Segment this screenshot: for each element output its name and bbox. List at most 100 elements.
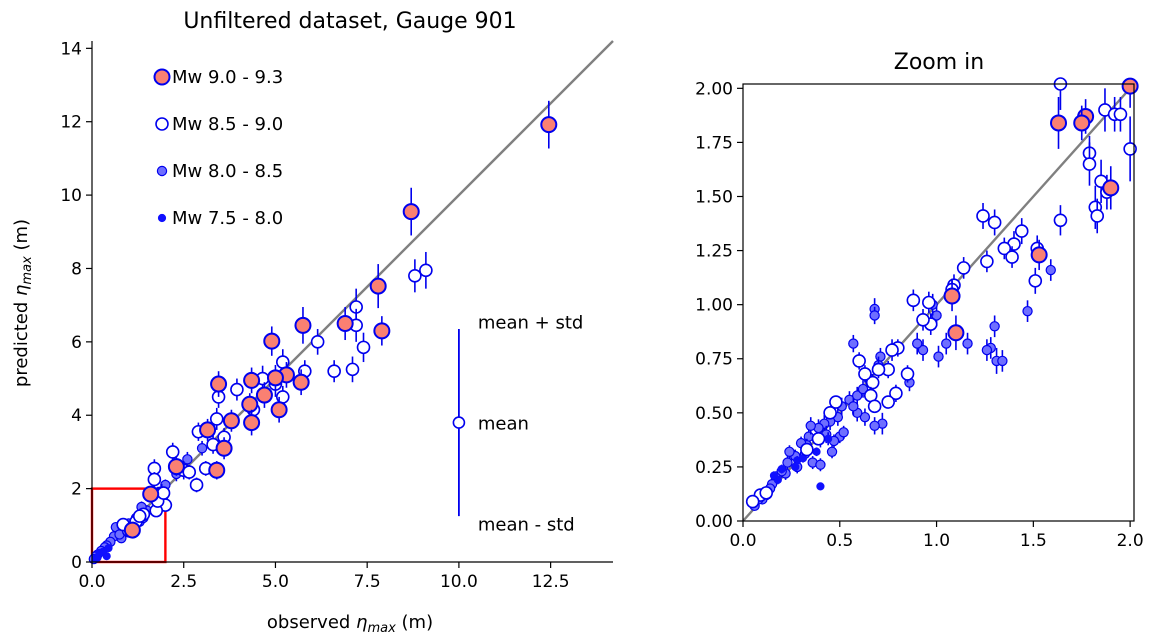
marker — [1045, 264, 1056, 276]
data-point — [1005, 246, 1019, 268]
data-point — [142, 485, 160, 503]
marker — [189, 478, 204, 492]
marker — [156, 486, 171, 500]
marker — [263, 332, 281, 350]
y-tick-label: 10 — [60, 186, 82, 206]
marker — [871, 362, 886, 377]
left-legend: Mw 9.0 - 9.3 Mw 8.5 - 9.0 Mw 8.0 - 8.5 Mw 7… — [153, 67, 283, 229]
data-point — [230, 378, 244, 401]
legend-marker — [153, 68, 171, 86]
y-tick-label: 6 — [71, 333, 82, 353]
legend-entry: Mw 8.5 - 9.0 — [155, 114, 283, 135]
y-tick-label: 1.50 — [695, 187, 733, 207]
x-tick-label: 2.5 — [170, 572, 197, 592]
marker — [1082, 157, 1097, 171]
data-point — [791, 462, 800, 472]
data-point — [745, 494, 760, 509]
data-point — [199, 418, 217, 441]
marker — [165, 445, 180, 459]
right-axes: 0.0 0.5 1.0 1.5 2.0 0.00 0.25 0.50 0.75 1.00 1.25 1… — [695, 79, 1144, 551]
marker — [941, 338, 952, 349]
left-x-axis-label: observed ηmax (m) — [267, 612, 433, 636]
data-point — [917, 339, 929, 361]
marker — [858, 367, 872, 381]
marker — [1102, 179, 1120, 197]
data-point — [266, 364, 284, 391]
marker — [132, 509, 147, 523]
x-tick-label: 1.5 — [1020, 531, 1047, 551]
right-panel: Zoom in 0.0 0.5 1.0 1.5 2.0 0.00 0.25 0.50 0.75 1… — [695, 50, 1144, 551]
marker — [823, 406, 837, 420]
marker — [885, 343, 899, 357]
data-point — [540, 100, 558, 149]
data-point — [906, 289, 921, 312]
marker — [142, 485, 160, 503]
data-point — [1113, 96, 1128, 132]
marker — [336, 315, 354, 333]
data-point — [1082, 142, 1097, 186]
marker — [230, 382, 244, 397]
marker — [369, 277, 387, 295]
marker — [199, 421, 217, 439]
marker — [1073, 114, 1091, 132]
data-point — [1102, 166, 1120, 210]
y-tick-label: 0.50 — [695, 404, 733, 424]
marker — [241, 395, 259, 413]
data-point — [863, 386, 878, 405]
errorbar-key-label-upper: mean + std — [478, 313, 583, 334]
data-point — [885, 339, 899, 361]
data-point — [1053, 77, 1068, 110]
data-point — [243, 367, 261, 394]
data-point — [900, 365, 915, 383]
data-point — [829, 395, 843, 409]
legend-marker — [157, 213, 167, 223]
data-point — [826, 445, 838, 459]
marker — [815, 459, 826, 470]
data-point — [987, 209, 1002, 236]
data-point — [243, 409, 261, 436]
data-point — [981, 339, 993, 361]
marker — [997, 241, 1012, 256]
marker — [294, 316, 312, 334]
marker — [869, 420, 880, 432]
data-point — [848, 334, 859, 353]
data-point — [976, 202, 990, 229]
marker — [811, 431, 826, 446]
marker — [912, 338, 923, 349]
legend-label: Mw 8.0 - 8.5 — [172, 161, 283, 182]
marker — [745, 494, 760, 509]
data-point — [208, 461, 226, 480]
marker — [852, 390, 863, 401]
data-point — [889, 384, 903, 403]
data-point — [222, 409, 240, 432]
marker — [777, 464, 786, 474]
data-point — [947, 315, 965, 351]
legend-label: Mw 7.5 - 8.0 — [172, 208, 283, 229]
data-point — [345, 356, 360, 383]
x-tick-label: 0.5 — [826, 531, 853, 551]
marker — [356, 340, 371, 355]
data-point — [373, 316, 391, 346]
errorbar-key-label-lower: mean - std — [478, 514, 575, 535]
data-point — [941, 332, 952, 355]
marker — [826, 446, 838, 457]
data-point — [1073, 105, 1091, 141]
data-point — [1050, 96, 1068, 149]
data-point — [824, 432, 833, 446]
data-point — [759, 486, 774, 500]
marker — [123, 521, 141, 539]
marker — [1028, 274, 1043, 288]
data-point — [294, 307, 312, 344]
marker — [956, 261, 971, 275]
data-point — [922, 291, 936, 314]
data-point — [402, 187, 420, 236]
data-point — [943, 280, 961, 312]
marker — [1053, 213, 1068, 228]
marker — [791, 462, 800, 472]
legend-entry: Mw 9.0 - 9.3 — [153, 67, 283, 88]
data-point — [848, 397, 859, 415]
marker — [867, 399, 882, 414]
marker — [345, 362, 360, 377]
legend-marker — [155, 117, 169, 131]
legend-entry: Mw 8.0 - 8.5 — [156, 161, 283, 182]
